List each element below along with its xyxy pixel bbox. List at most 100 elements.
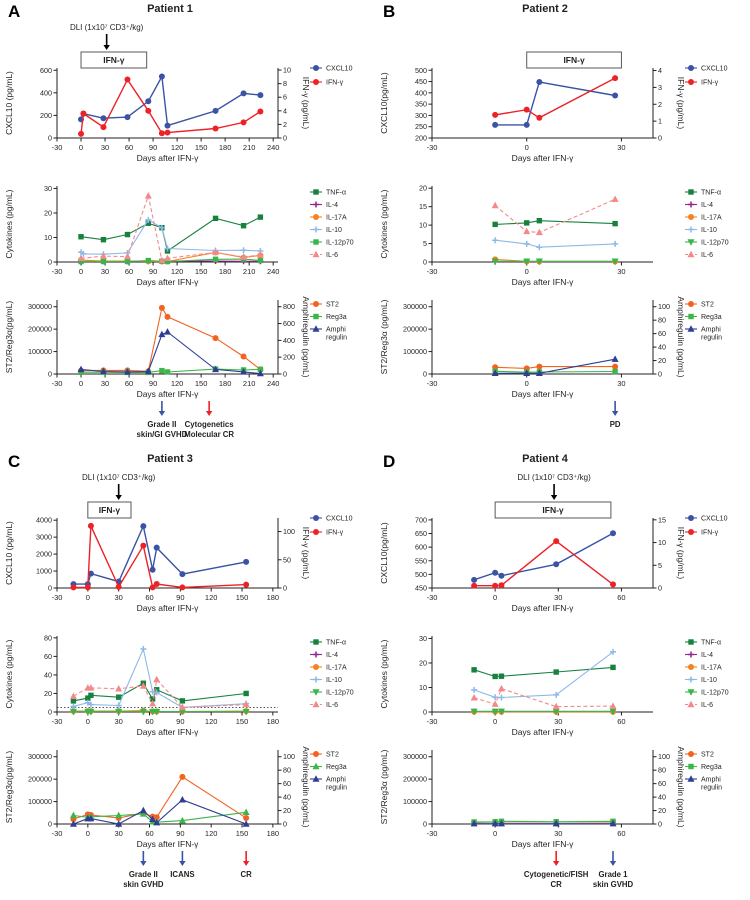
axes: DLI (1x10⁷ CD3⁺/kg)-30 0 30 60 90 120 150 18001…	[4, 473, 311, 613]
svg-text:0: 0	[48, 584, 52, 593]
svg-text:30: 30	[115, 829, 123, 838]
svg-text:30: 30	[101, 143, 109, 152]
svg-text:0: 0	[48, 708, 52, 717]
svg-text:0: 0	[283, 370, 287, 379]
svg-text:Days after IFN-γ: Days after IFN-γ	[137, 277, 200, 287]
svg-text:20: 20	[44, 208, 52, 217]
svg-text:180: 180	[267, 593, 280, 602]
svg-text:60: 60	[617, 593, 625, 602]
svg-text:PD: PD	[610, 420, 621, 429]
svg-text:Molecular CR: Molecular CR	[184, 430, 234, 439]
svg-text:60: 60	[44, 652, 52, 661]
svg-text:30: 30	[101, 267, 109, 276]
svg-text:0: 0	[48, 258, 52, 267]
series-CXCL10	[78, 73, 264, 129]
svg-text:-30: -30	[427, 379, 438, 388]
svg-text:CXCL10: CXCL10	[701, 66, 728, 73]
svg-text:30: 30	[101, 379, 109, 388]
svg-text:Cytogenetic/FISH: Cytogenetic/FISH	[524, 870, 589, 879]
svg-text:60: 60	[617, 717, 625, 726]
svg-text:10: 10	[419, 683, 427, 692]
series-IL-10	[492, 237, 619, 251]
chart-A2: -30 0 30 60 90 120 150 180 210 2400102030Cytokine…	[4, 184, 354, 287]
svg-text:20: 20	[658, 356, 666, 365]
svg-text:regulin: regulin	[701, 785, 722, 792]
svg-text:ICANS: ICANS	[170, 870, 194, 879]
svg-text:400: 400	[40, 88, 52, 97]
svg-text:IL-4: IL-4	[326, 202, 338, 209]
svg-text:IFN-γ: IFN-γ	[701, 530, 719, 537]
svg-text:-30: -30	[52, 717, 63, 726]
svg-text:TNF-α: TNF-α	[701, 640, 721, 647]
svg-text:IFN-γ: IFN-γ	[701, 80, 719, 87]
svg-text:Amphi: Amphi	[326, 327, 346, 334]
svg-text:20: 20	[44, 689, 52, 698]
svg-text:300000: 300000	[403, 752, 427, 761]
svg-text:ST2: ST2	[701, 302, 714, 309]
svg-text:150: 150	[195, 143, 208, 152]
svg-text:IL-17A: IL-17A	[701, 215, 722, 222]
axes: -30 0 30 200 250 300 350 400 450 500 0 1 2 3 4 CXCL10(p…	[379, 66, 686, 163]
svg-text:90: 90	[149, 143, 157, 152]
legend: TNF-α IL-4 IL-17A IL-10 IL-12p70 IL-6	[310, 639, 354, 709]
svg-text:15: 15	[419, 202, 427, 211]
panel-D-charts: DLI (1x10⁷ CD3⁺/kg) -30 0 30 60 450 500 550 600 6…	[375, 468, 750, 898]
series-IFN-γ	[70, 522, 250, 591]
svg-text:100: 100	[283, 752, 295, 761]
svg-text:100000: 100000	[403, 347, 427, 356]
svg-text:Days after IFN-γ: Days after IFN-γ	[137, 153, 200, 163]
series-TNF-α	[471, 664, 616, 680]
svg-text:1: 1	[658, 117, 662, 126]
svg-text:120: 120	[205, 593, 218, 602]
ifn-gamma-treatment-box: IFN-γ	[87, 501, 132, 519]
svg-text:IL-6: IL-6	[326, 252, 338, 259]
svg-text:-30: -30	[427, 267, 438, 276]
svg-text:10: 10	[44, 233, 52, 242]
ifn-gamma-treatment-box: IFN-γ	[494, 501, 612, 519]
svg-text:Days after IFN-γ: Days after IFN-γ	[512, 277, 575, 287]
series-IL-12p70	[491, 258, 619, 266]
svg-text:IFN-γ (pg/mL): IFN-γ (pg/mL)	[676, 527, 686, 580]
svg-text:0: 0	[48, 370, 52, 379]
svg-text:90: 90	[176, 829, 184, 838]
svg-text:10: 10	[283, 66, 291, 75]
svg-text:400: 400	[415, 88, 427, 97]
ifn-gamma-treatment-box: IFN-γ	[526, 51, 622, 69]
svg-text:150: 150	[195, 379, 208, 388]
chart-D1: DLI (1x10⁷ CD3⁺/kg) -30 0 30 60 450 500 550 600 6…	[379, 473, 728, 613]
svg-text:50: 50	[283, 555, 291, 564]
svg-text:IFN-γ: IFN-γ	[563, 55, 585, 65]
svg-text:40: 40	[658, 793, 666, 802]
legend: ST2 Reg3a Amphiregulin	[310, 751, 347, 792]
svg-text:60: 60	[283, 779, 291, 788]
svg-text:200: 200	[40, 111, 52, 120]
svg-text:0: 0	[86, 829, 90, 838]
svg-text:210: 210	[243, 267, 256, 276]
chart-D3: -30 0 30 600100000200000300000020406080100S…	[379, 746, 722, 889]
svg-text:15: 15	[658, 515, 666, 524]
svg-text:IFN-γ: IFN-γ	[99, 505, 121, 515]
svg-text:CXCL10: CXCL10	[326, 66, 353, 73]
chart-A3: -30 0 30 60 90 120 150 180 210 240010000020000030…	[4, 296, 347, 439]
svg-text:100: 100	[658, 752, 670, 761]
svg-text:120: 120	[171, 379, 184, 388]
svg-text:500: 500	[415, 66, 427, 75]
svg-text:200000: 200000	[28, 775, 52, 784]
svg-text:60: 60	[125, 379, 133, 388]
svg-text:60: 60	[145, 829, 153, 838]
svg-text:210: 210	[243, 379, 256, 388]
panel-A: A Patient 1 DLI (1x10⁷ CD3⁺/kg) -30 0 30 60 9…	[0, 0, 375, 450]
svg-text:180: 180	[219, 267, 232, 276]
series-CXCL10	[492, 79, 619, 128]
series-IL-6	[470, 684, 617, 710]
event-annotation: CR	[241, 851, 252, 879]
svg-text:80: 80	[658, 316, 666, 325]
axes: DLI (1x10⁷ CD3⁺/kg) -30 0 30 60 450 500 550 600 6…	[379, 473, 686, 613]
svg-text:IFN-γ (pg/mL): IFN-γ (pg/mL)	[301, 527, 311, 580]
svg-text:60: 60	[617, 829, 625, 838]
svg-text:0: 0	[283, 820, 287, 829]
legend: ST2 Reg3a Amphiregulin	[685, 751, 722, 792]
